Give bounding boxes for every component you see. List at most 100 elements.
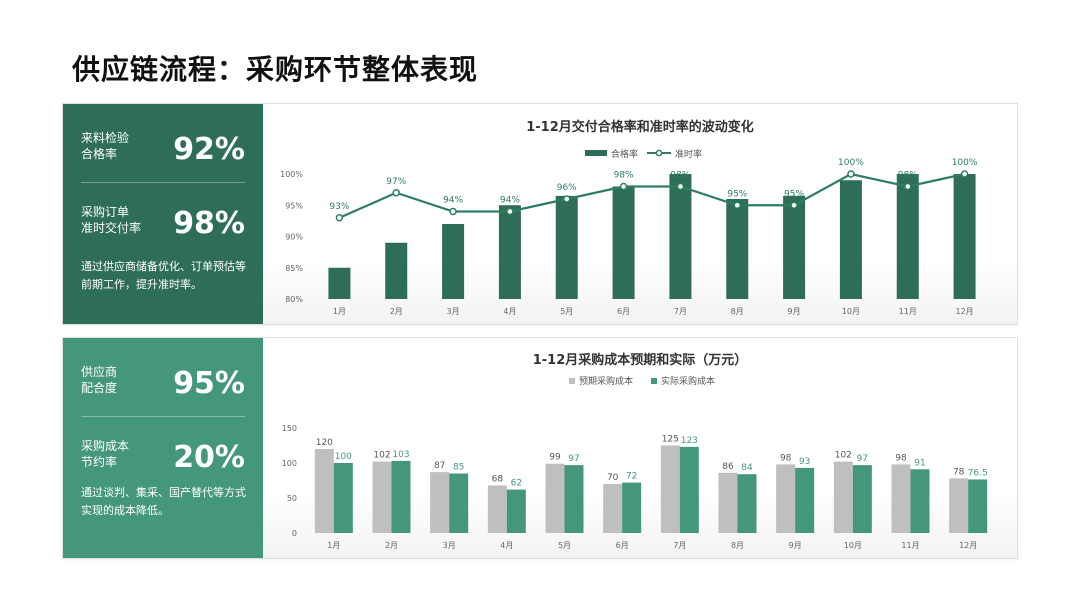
x-tick-label: 9月 [789, 541, 802, 550]
y-tick-label: 95% [285, 201, 303, 210]
line-ontime-rate [338, 172, 965, 219]
kpi-label: 采购订单 准时交付率 [81, 205, 142, 235]
quality-delivery-card: 来料检验 合格率 92% 采购订单 准时交付率 98% 通过供应商储备优化、订单预估… [62, 103, 1018, 325]
point-ontime-rate [449, 207, 457, 216]
kpi-panel-quality: 来料检验 合格率 92% 采购订单 准时交付率 98% 通过供应商储备优化、订单预估… [63, 104, 263, 324]
point-ontime-rate [847, 170, 855, 178]
point-ontime-rate [676, 182, 685, 191]
bar-actual-cost [795, 467, 815, 533]
kpi-note: 通过供应商储备优化、订单预估等前期工作，提升准时率。 [81, 260, 246, 291]
kpi-label: 供应商 配合度 [81, 365, 118, 395]
data-label-expected: 120 [316, 438, 333, 448]
bar-pass-rate [555, 195, 578, 299]
kpi-divider [81, 182, 245, 183]
bar-pass-rate [498, 205, 521, 299]
point-ontime-rate [335, 214, 344, 222]
data-label-ontime: 96% [557, 183, 577, 193]
data-label-actual: 97 [568, 454, 579, 464]
data-label-actual: 72 [626, 472, 637, 482]
bar-expected-cost [603, 484, 623, 533]
data-label-actual: 103 [392, 450, 409, 460]
bar-expected-cost [314, 449, 334, 533]
page-title: 供应链流程：采购环节整体表现 [72, 53, 479, 86]
data-label-ontime: 100% [838, 158, 864, 168]
data-label-expected: 99 [549, 453, 561, 463]
bar-expected-cost [718, 472, 738, 533]
bar-pass-rate [442, 224, 465, 299]
kpi-incoming-inspection: 来料检验 合格率 92% [81, 118, 245, 178]
data-label-expected: 68 [492, 474, 504, 484]
bar-expected-cost [833, 461, 853, 533]
data-label-ontime: 98% [614, 171, 634, 181]
data-label-actual: 93 [799, 457, 810, 467]
bar-pass-rate [669, 174, 692, 299]
data-label-ontime: 98% [670, 171, 690, 181]
bar-actual-cost [391, 460, 411, 533]
kpi-note: 通过谈判、集采、国产替代等方式实现的成本降低。 [81, 486, 246, 517]
y-tick-label: 50 [287, 494, 297, 503]
bar-expected-cost [430, 472, 450, 533]
bar-expected-cost [949, 478, 969, 533]
bar-actual-cost [910, 469, 930, 533]
data-label-actual: 85 [453, 463, 464, 473]
x-tick-label: 2月 [385, 541, 398, 550]
x-tick-label: 6月 [616, 541, 629, 550]
data-label-ontime: 94% [500, 196, 520, 206]
x-tick-label: 3月 [447, 307, 460, 316]
data-label-expected: 102 [373, 451, 390, 461]
data-label-actual: 91 [914, 458, 925, 468]
bar-expected-cost [487, 485, 507, 533]
bar-pass-rate [328, 267, 351, 299]
data-label-expected: 98 [780, 453, 792, 463]
kpi-value: 20% [173, 440, 245, 475]
bar-expected-cost [660, 445, 680, 533]
data-label-actual: 97 [857, 454, 868, 464]
x-tick-label: 1月 [333, 307, 346, 316]
bar-actual-cost [564, 465, 584, 533]
x-tick-label: 8月 [731, 307, 744, 316]
bar-expected-cost [545, 463, 565, 533]
x-tick-label: 7月 [673, 541, 686, 550]
data-label-ontime: 95% [727, 189, 747, 199]
y-tick-label: 80% [285, 295, 303, 304]
chart-cost: 1-12月采购成本预期和实际（万元） 预期采购成本 实际采购成本 0 50 100 150 1… [263, 338, 1017, 558]
data-label-expected: 125 [662, 435, 679, 445]
bar-actual-cost [679, 446, 699, 533]
point-ontime-rate [619, 182, 628, 191]
x-tick-label: 3月 [443, 541, 456, 550]
kpi-value: 92% [173, 132, 245, 167]
data-label-ontime: 93% [329, 202, 349, 212]
x-tick-label: 7月 [674, 307, 687, 316]
kpi-value: 95% [173, 366, 245, 401]
kpi-on-time-delivery: 采购订单 准时交付率 98% [81, 192, 245, 252]
bar-actual-cost [737, 474, 757, 533]
point-ontime-rate [392, 189, 400, 197]
y-tick-label: 100% [280, 170, 303, 179]
point-ontime-rate [904, 182, 912, 191]
cost-card: 供应商 配合度 95% 采购成本 节约率 20% 通过谈判、集采、国产替代等方式实现… [62, 337, 1018, 559]
kpi-label: 来料检验 合格率 [81, 131, 130, 161]
bar-actual-cost [506, 489, 526, 533]
bar-expected-cost [776, 464, 796, 533]
data-label-expected: 102 [835, 451, 852, 461]
bar-pass-rate [612, 186, 635, 299]
legend-label: 预期采购成本 [579, 375, 633, 387]
bar-pass-rate [783, 195, 806, 299]
x-tick-label: 10月 [842, 307, 860, 316]
kpi-divider [81, 416, 245, 417]
legend-swatch-bar [585, 150, 607, 156]
point-ontime-rate [790, 201, 798, 209]
x-tick-label: 8月 [731, 541, 744, 550]
bar-actual-cost [449, 473, 469, 533]
kpi-label: 采购成本 节约率 [81, 439, 130, 469]
bar-expected-cost [372, 461, 392, 533]
x-tick-label: 6月 [617, 307, 630, 316]
data-label-ontime: 95% [784, 189, 804, 199]
point-ontime-rate [506, 207, 514, 216]
bar-pass-rate [896, 174, 919, 299]
legend-swatch-marker [655, 149, 663, 157]
y-tick-label: 100 [282, 459, 297, 468]
x-tick-label: 5月 [560, 307, 573, 316]
bar-actual-cost [622, 482, 642, 533]
